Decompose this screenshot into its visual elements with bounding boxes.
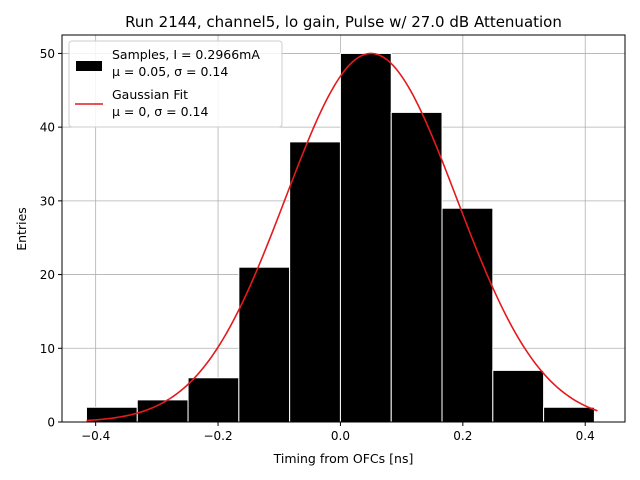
x-axis-label: Timing from OFCs [ns]: [273, 451, 414, 466]
legend: Samples, I = 0.2966mA μ = 0.05, σ = 0.14…: [68, 40, 283, 128]
histogram-bar-6: [390, 111, 443, 423]
legend-fit-stats: μ = 0, σ = 0.14: [112, 104, 208, 119]
legend-samples-stats: μ = 0.05, σ = 0.14: [112, 64, 228, 79]
histogram-bar-3: [238, 266, 291, 423]
histogram-bar-5: [339, 52, 392, 423]
x-tick-label-3: 0.2: [453, 429, 472, 443]
y-tick-label-2: 20: [40, 268, 55, 282]
y-tick-label-4: 40: [40, 121, 55, 135]
chart-title: Run 2144, channel5, lo gain, Pulse w/ 27…: [125, 13, 562, 31]
y-tick-label-3: 30: [40, 194, 55, 208]
histogram-bar-2: [187, 377, 240, 423]
histogram-bar-9: [543, 406, 595, 423]
legend-samples-label: Samples, I = 0.2966mA: [112, 47, 260, 62]
histogram-bar-7: [441, 207, 494, 423]
histogram-bar-4: [289, 141, 341, 423]
histogram-bar-8: [492, 369, 545, 423]
y-axis-label: Entries: [14, 207, 29, 251]
legend-fit-label: Gaussian Fit: [112, 87, 188, 102]
x-tick-label-1: −0.2: [203, 429, 232, 443]
axes-frame: [61, 34, 626, 423]
legend-samples-swatch: [76, 61, 102, 71]
x-tick-label-0: −0.4: [81, 429, 110, 443]
y-tick-label-1: 10: [40, 342, 55, 356]
gaussian-fit-line: [86, 52, 598, 422]
plot-area: −0.4 −0.2 0.0 0.2 0.4 0 10 20 30 40 50: [40, 34, 626, 443]
y-tick-label-0: 0: [47, 416, 55, 430]
y-tick-label-5: 50: [40, 47, 55, 61]
x-tick-label-2: 0.0: [331, 429, 350, 443]
x-tick-label-4: 0.4: [576, 429, 595, 443]
legend-frame: [68, 40, 283, 128]
